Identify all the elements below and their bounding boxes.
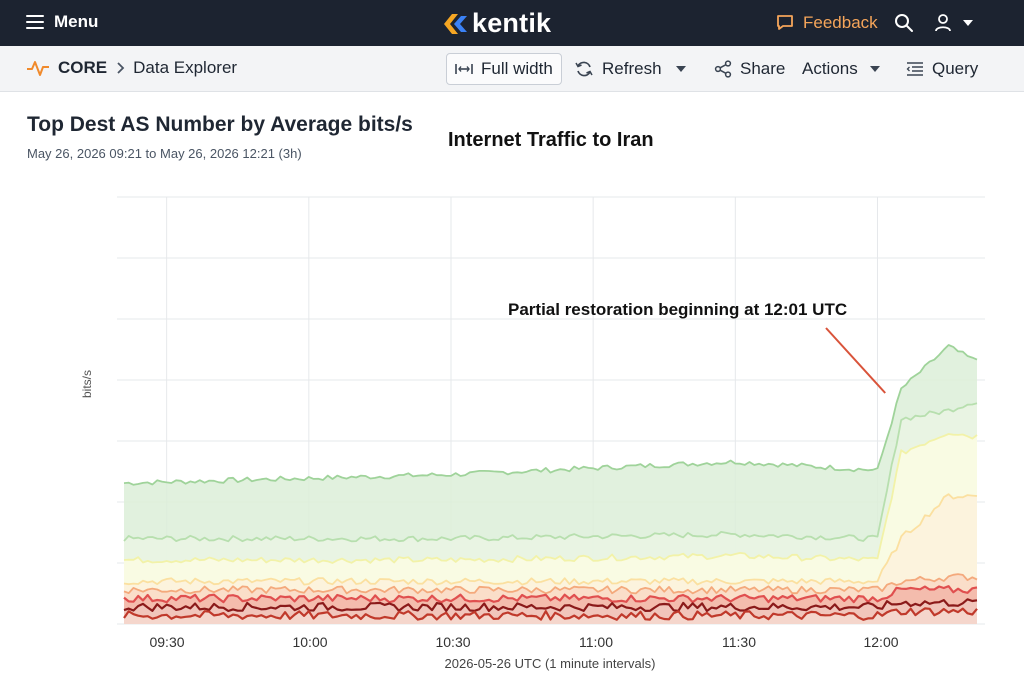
series-line xyxy=(123,344,978,486)
x-tick-label: 11:30 xyxy=(722,634,756,650)
series-line xyxy=(123,598,978,613)
y-axis-label: bits/s xyxy=(80,369,94,398)
breadcrumb-core[interactable]: CORE xyxy=(58,58,108,77)
refresh-options-dropdown[interactable] xyxy=(670,53,692,85)
breadcrumb: CORE Data Explorer xyxy=(26,58,237,78)
chart-annotation: Partial restoration beginning at 12:01 U… xyxy=(508,300,848,319)
series-area xyxy=(124,434,977,624)
feedback-button[interactable]: Feedback xyxy=(776,13,878,33)
time-range-end: May 26, 2026 12:21 (3h) xyxy=(160,146,302,161)
series-line xyxy=(123,433,978,564)
core-pulse-icon xyxy=(27,61,49,76)
share-icon xyxy=(714,60,732,78)
full-width-label: Full width xyxy=(481,59,553,78)
caret-down-icon xyxy=(869,66,880,72)
series-area xyxy=(124,608,977,624)
refresh-button[interactable]: Refresh xyxy=(566,53,670,85)
top-navigation-bar: Menu kentik Feedback xyxy=(0,0,1024,46)
panel-title: Top Dest AS Number by Average bits/s xyxy=(27,113,413,136)
query-icon xyxy=(906,62,923,76)
query-label: Query xyxy=(932,59,979,78)
annotation-arrow xyxy=(825,327,886,394)
full-width-button[interactable]: Full width xyxy=(446,53,562,85)
time-range: May 26, 2026 09:21 to May 26, 2026 12:21… xyxy=(27,146,302,161)
actions-dropdown[interactable]: Actions xyxy=(794,53,888,85)
time-range-to: to xyxy=(145,146,157,161)
sub-toolbar: CORE Data Explorer Full width Refresh xyxy=(0,46,1024,92)
chevron-right-icon xyxy=(117,62,125,74)
x-tick-label: 12:00 xyxy=(863,634,899,650)
x-tick-label: 10:30 xyxy=(435,634,471,650)
feedback-icon xyxy=(777,15,793,30)
share-label: Share xyxy=(740,59,786,78)
menu-icon xyxy=(26,15,44,29)
kentik-logo-icon xyxy=(444,13,467,34)
chart-title: Internet Traffic to Iran xyxy=(448,129,654,151)
time-range-start: May 26, 2026 09:21 xyxy=(27,146,142,161)
chevron-down-icon xyxy=(963,20,973,26)
user-menu-button[interactable] xyxy=(934,13,974,33)
menu-button[interactable]: Menu xyxy=(26,12,98,32)
search-button[interactable] xyxy=(894,13,914,38)
menu-label: Menu xyxy=(54,12,99,31)
x-axis-label: 2026-05-26 UTC (1 minute intervals) xyxy=(444,656,656,671)
share-button[interactable]: Share xyxy=(706,53,793,85)
logo-text: kentik xyxy=(472,8,552,38)
full-width-icon xyxy=(455,64,473,74)
x-tick-label: 11:00 xyxy=(579,634,613,650)
series-line xyxy=(123,573,978,595)
user-icon xyxy=(935,14,951,32)
caret-down-icon xyxy=(676,66,686,72)
series-line xyxy=(123,585,978,604)
x-tick-label: 09:30 xyxy=(149,634,185,650)
actions-label: Actions xyxy=(802,59,858,78)
kentik-logo[interactable]: kentik xyxy=(442,8,551,39)
refresh-icon xyxy=(575,61,593,77)
series-line xyxy=(123,493,978,586)
refresh-label: Refresh xyxy=(602,59,662,78)
series-line xyxy=(123,402,978,543)
breadcrumb-data-explorer: Data Explorer xyxy=(133,58,238,77)
x-tick-label: 10:00 xyxy=(292,634,328,650)
feedback-label: Feedback xyxy=(803,13,878,32)
query-button[interactable]: Query xyxy=(898,53,986,85)
search-icon xyxy=(895,14,913,32)
series-line xyxy=(123,607,978,621)
